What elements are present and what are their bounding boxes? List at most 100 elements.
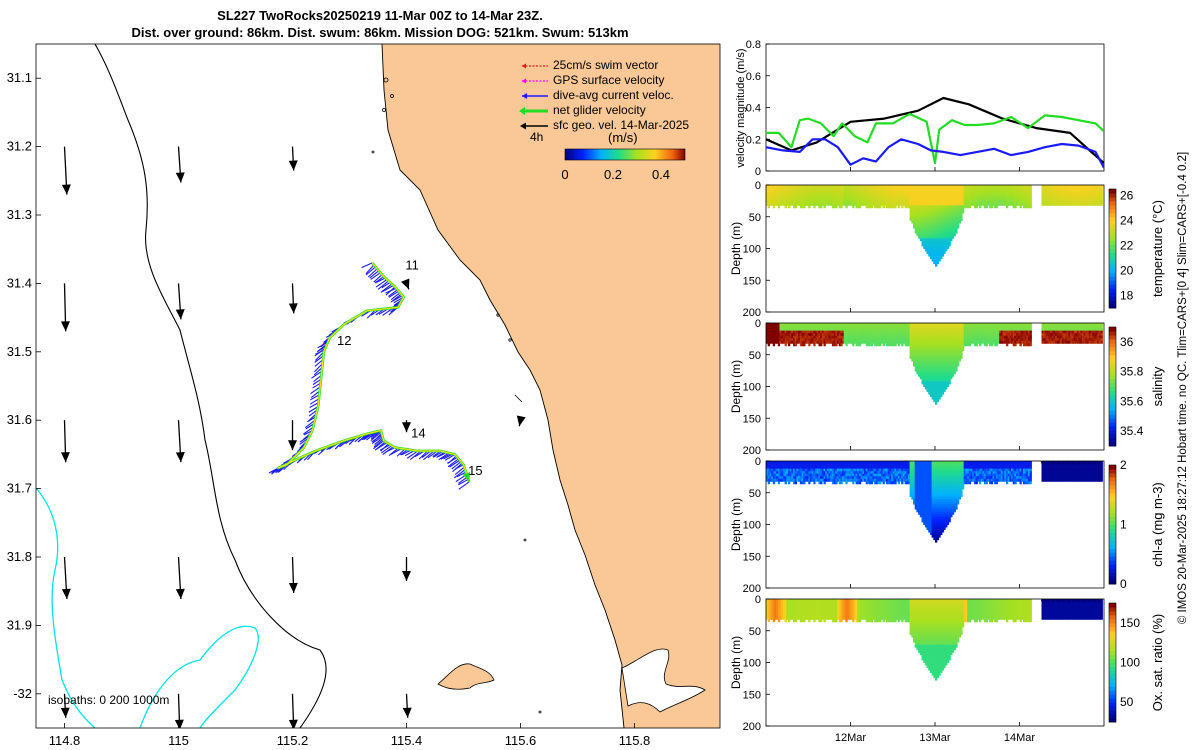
section-cell [916, 348, 919, 352]
section-cell [826, 338, 830, 342]
section-cell [853, 325, 857, 329]
section-cell [958, 350, 961, 354]
section-cell [908, 323, 911, 326]
section-cell [808, 468, 811, 472]
section-cell [820, 471, 823, 475]
section-cell [943, 205, 946, 209]
section-cell [860, 338, 863, 342]
section-cell [933, 356, 936, 359]
section-cell [928, 238, 931, 242]
section-cell [782, 335, 786, 339]
section-cell [1017, 325, 1021, 329]
section-cell [918, 338, 921, 342]
section-cell [826, 200, 830, 204]
section-cell [1073, 195, 1076, 199]
section-cell [1061, 323, 1064, 326]
section-cell [1090, 340, 1093, 344]
section-cell [820, 461, 823, 464]
section-cell [891, 340, 894, 344]
section-cell [813, 185, 816, 188]
section-cell [1041, 340, 1044, 344]
section-cell [848, 463, 852, 467]
section-cell [1017, 202, 1021, 206]
section-cell [838, 476, 841, 480]
section-cell [928, 185, 931, 188]
section-cell [913, 338, 916, 342]
section-cell [784, 461, 787, 464]
section-cell [980, 202, 983, 206]
section-cell [789, 325, 792, 329]
section-cell [951, 202, 955, 206]
section-cell [826, 330, 830, 334]
section-cell [899, 197, 902, 201]
section-cell [963, 333, 966, 337]
section-cell [929, 353, 933, 357]
section-cell [1092, 190, 1095, 194]
section-cell [992, 333, 995, 337]
section-cell [835, 463, 838, 467]
section-cell [1019, 323, 1022, 326]
section-cell [820, 192, 823, 196]
section-cell [1077, 335, 1080, 339]
section-cell [948, 376, 951, 380]
section-cell [1027, 323, 1031, 326]
section-cell [908, 338, 911, 342]
section-cell [938, 328, 941, 332]
section-cell [929, 256, 933, 260]
section-cell [1041, 187, 1044, 191]
section-cell [919, 225, 923, 229]
section-cell [847, 478, 850, 482]
section-cell [943, 246, 946, 249]
section-cell [830, 195, 833, 199]
section-cell [879, 185, 882, 188]
section-cell [902, 325, 906, 329]
section-cell [970, 197, 973, 201]
section-cell [955, 361, 958, 365]
section-cell [818, 338, 821, 342]
section-cell [935, 333, 938, 337]
section-cell [931, 338, 934, 342]
section-cell [906, 187, 909, 191]
section-cell [984, 185, 987, 188]
section-cell [972, 340, 975, 344]
section-cell [835, 323, 838, 326]
section-cell [955, 338, 958, 342]
section-cell [951, 361, 955, 365]
section-cell [963, 340, 966, 344]
section-cell [887, 192, 890, 196]
section-cell [989, 323, 992, 326]
section-cell [767, 330, 770, 334]
section-cell [769, 200, 772, 204]
section-cell [874, 185, 877, 188]
section-cell [828, 195, 831, 199]
section-cell [882, 185, 885, 188]
section-cell [1006, 340, 1009, 344]
section-cell [913, 197, 916, 201]
section-cell [848, 338, 852, 342]
section-cell [815, 340, 818, 344]
section-cell [837, 330, 840, 334]
section-cell [1029, 340, 1032, 344]
section-cell [955, 348, 958, 352]
section-cell [916, 356, 919, 359]
section-cell [794, 330, 797, 334]
section-cell [1092, 185, 1095, 188]
section-cell [1048, 200, 1051, 204]
section-cell [928, 212, 931, 216]
section-cell [798, 476, 801, 480]
section-cell [943, 376, 946, 380]
section-cell [864, 200, 867, 204]
section-cell [968, 328, 972, 332]
section-cell [977, 323, 980, 326]
velocity-y-tick-label: 0.6 [746, 71, 761, 83]
section-cell [911, 338, 914, 342]
section-cell [869, 328, 872, 332]
section-cell [799, 190, 803, 194]
section-cell [1097, 187, 1100, 191]
section-cell [799, 468, 803, 472]
section-cell [793, 192, 796, 196]
section-cell [938, 389, 941, 392]
section-cell [924, 207, 928, 211]
section-cell [791, 466, 794, 470]
section-cell [840, 190, 843, 194]
